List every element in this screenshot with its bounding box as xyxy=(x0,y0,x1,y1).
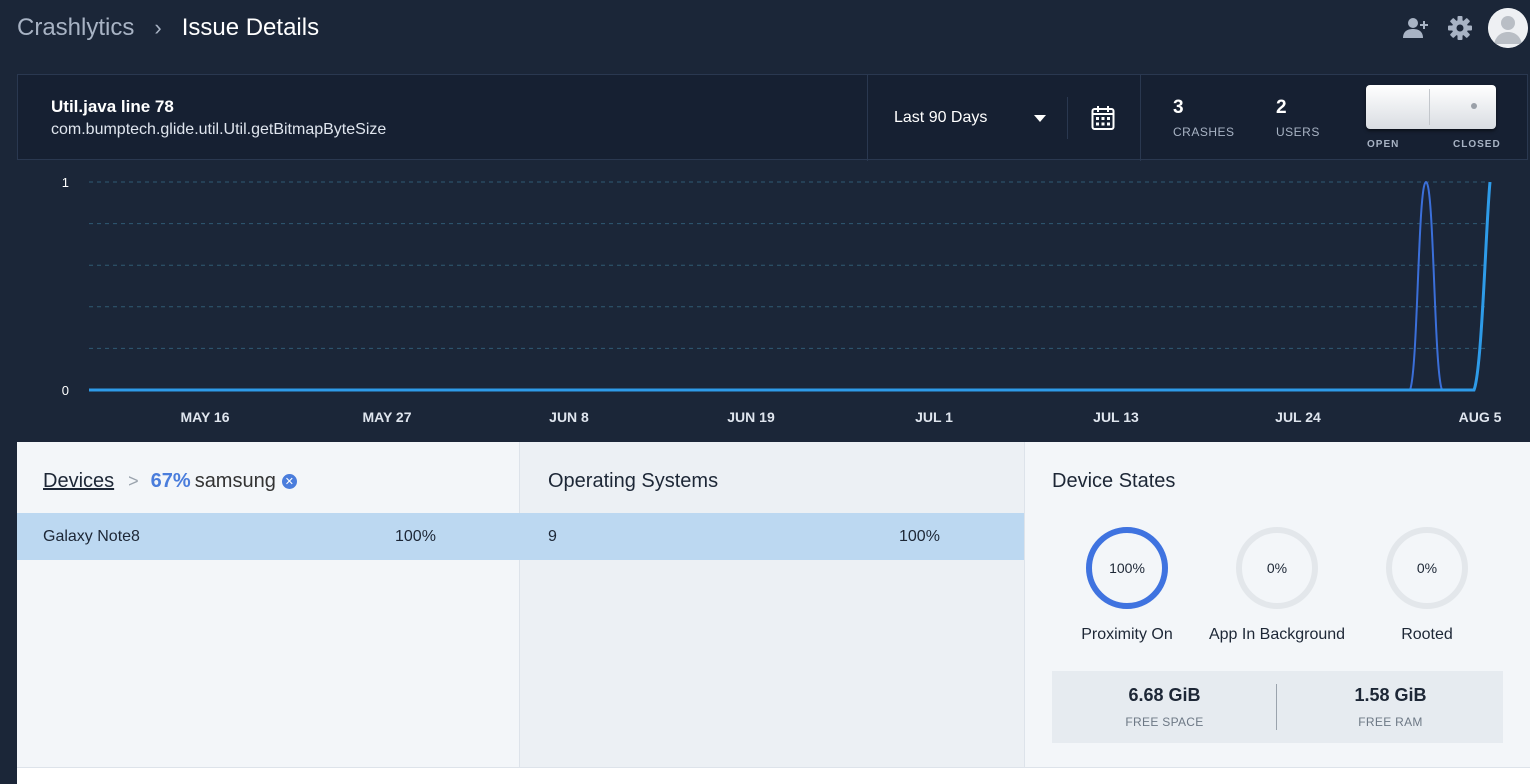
gear-icon[interactable] xyxy=(1444,12,1476,44)
background-percent: 0% xyxy=(1267,560,1287,576)
memory-summary: 6.68 GiB FREE SPACE 1.58 GiB FREE RAM xyxy=(1052,671,1503,743)
footer-strip xyxy=(17,767,1530,784)
rooted-percent: 0% xyxy=(1417,560,1437,576)
x-tick-label: JUL 24 xyxy=(1275,409,1321,425)
toggle-open-label: OPEN xyxy=(1367,139,1400,150)
page-title: Issue Details xyxy=(181,14,320,41)
filter-percent: 67% xyxy=(150,470,191,492)
y-tick-label: 1 xyxy=(62,175,69,190)
series-line-2 xyxy=(89,181,1492,392)
issue-method: com.bumptech.glide.util.Util.getBitmapBy… xyxy=(51,121,387,138)
background-ring: 0% xyxy=(1236,527,1318,609)
x-tick-label: JUL 13 xyxy=(1093,409,1139,425)
toggle-closed-label: CLOSED xyxy=(1453,139,1501,150)
x-tick-label: MAY 16 xyxy=(180,409,229,425)
breadcrumb-root[interactable]: Crashlytics xyxy=(17,14,135,41)
top-bar: Crashlytics › Issue Details xyxy=(0,0,1530,60)
toggle-divider xyxy=(1429,89,1430,125)
background-label: App In Background xyxy=(1208,626,1346,643)
chevron-down-icon[interactable] xyxy=(1034,115,1046,122)
filter-separator: > xyxy=(128,471,139,491)
open-closed-toggle[interactable] xyxy=(1366,85,1496,129)
issue-header: Util.java line 78 com.bumptech.glide.uti… xyxy=(17,74,1528,161)
divider xyxy=(1276,684,1277,730)
avatar[interactable] xyxy=(1488,8,1528,48)
os-header: Operating Systems xyxy=(548,470,719,492)
issue-title: Util.java line 78 xyxy=(51,97,174,116)
calendar-icon[interactable] xyxy=(1091,105,1115,136)
add-user-icon[interactable] xyxy=(1400,12,1432,44)
series-line-1 xyxy=(89,180,1443,391)
breadcrumb: Crashlytics › Issue Details xyxy=(17,14,319,42)
device-states-panel: Device States 100% Proximity On 0% App I… xyxy=(1025,442,1530,767)
date-range-select[interactable]: Last 90 Days xyxy=(894,109,988,126)
x-tick-label: JUN 19 xyxy=(727,409,775,425)
clear-filter-icon[interactable]: ✕ xyxy=(281,474,297,489)
x-tick-label: AUG 5 xyxy=(1459,409,1502,425)
x-tick-label: JUN 8 xyxy=(549,409,589,425)
breakdown-section: Devices > 67% samsung ✕ Galaxy Note8 100… xyxy=(17,442,1530,784)
devices-link[interactable]: Devices xyxy=(43,470,115,492)
top-actions xyxy=(1388,8,1530,48)
proximity-percent: 100% xyxy=(1109,560,1145,576)
free-space-label: FREE SPACE xyxy=(1125,715,1204,729)
proximity-ring: 100% xyxy=(1086,527,1168,609)
rooted-ring: 0% xyxy=(1386,527,1468,609)
crashes-count: 3 xyxy=(1173,97,1184,118)
os-version: 9 xyxy=(548,528,557,545)
toggle-indicator xyxy=(1471,103,1477,109)
users-count: 2 xyxy=(1276,97,1287,118)
device-percent: 100% xyxy=(395,528,436,545)
crashes-label: CRASHES xyxy=(1173,125,1235,139)
x-tick-label: MAY 27 xyxy=(362,409,411,425)
device-row[interactable]: Galaxy Note8 100% xyxy=(17,513,520,560)
rooted-label: Rooted xyxy=(1401,626,1453,643)
divider xyxy=(1140,75,1141,161)
crash-trend-chart: 1 0 MAY 16 MAY 27 JUN 8 JUN 19 JUL 1 JUL 13 JUL … xyxy=(62,175,1502,425)
breadcrumb-separator: › xyxy=(154,15,162,40)
filter-name: samsung xyxy=(194,470,276,492)
os-panel: Operating Systems 9 100% xyxy=(520,442,1025,767)
free-ram-label: FREE RAM xyxy=(1358,715,1423,729)
os-row[interactable]: 9 100% xyxy=(520,513,1024,560)
devices-panel: Devices > 67% samsung ✕ Galaxy Note8 100… xyxy=(17,442,520,767)
x-tick-label: JUL 1 xyxy=(915,409,953,425)
divider xyxy=(1067,97,1068,139)
divider xyxy=(867,75,868,161)
os-percent: 100% xyxy=(899,528,940,545)
proximity-label: Proximity On xyxy=(1081,626,1173,643)
device-states-header: Device States xyxy=(1052,470,1176,492)
free-ram-value: 1.58 GiB xyxy=(1354,685,1427,705)
device-name: Galaxy Note8 xyxy=(43,528,140,545)
free-space-value: 6.68 GiB xyxy=(1128,685,1201,705)
devices-header: Devices > 67% samsung ✕ xyxy=(43,470,297,493)
y-tick-label: 0 xyxy=(62,383,69,398)
users-label: USERS xyxy=(1276,125,1320,139)
